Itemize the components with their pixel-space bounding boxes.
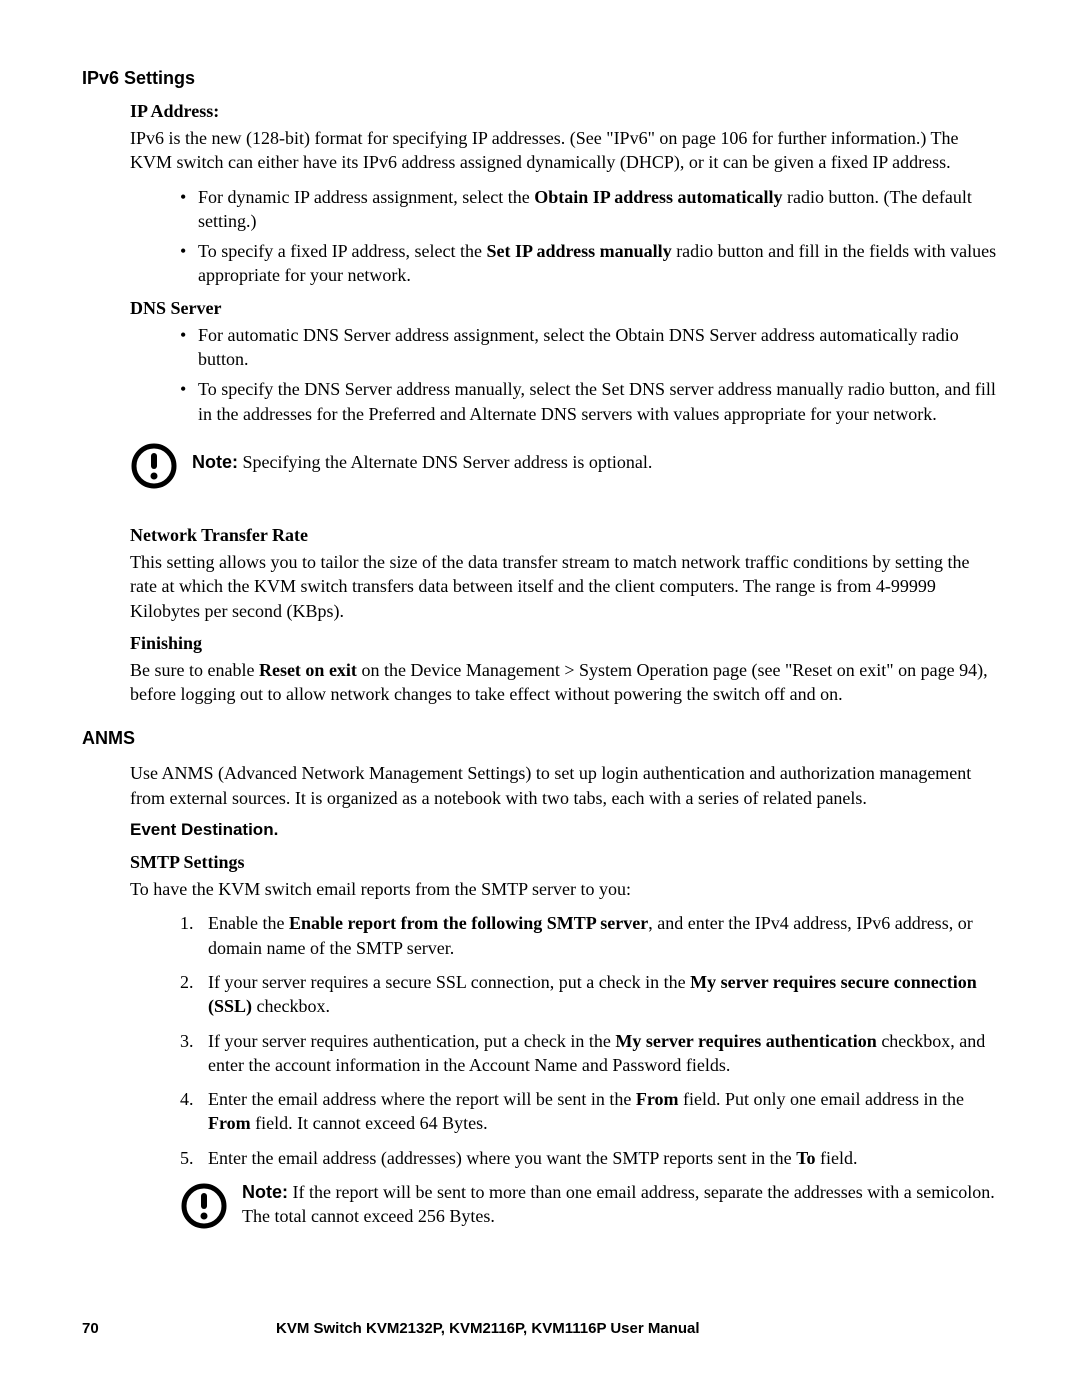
finishing-text: Be sure to enable Reset on exit on the D… [130,658,998,707]
note-prefix: Note: [192,452,238,472]
anms-intro: Use ANMS (Advanced Network Management Se… [130,761,998,810]
bold-part: My server requires authentication [615,1031,876,1051]
bold-part: Set IP address manually [486,241,671,261]
ntr-heading: Network Transfer Rate [130,525,998,546]
text-part: To specify a fixed IP address, select th… [198,241,486,261]
bold-part: From [636,1089,679,1109]
text-part: Be sure to enable [130,660,259,680]
smtp-step-4: Enter the email address where the report… [180,1087,998,1136]
smtp-intro: To have the KVM switch email reports fro… [130,877,998,901]
text-part: Enable the [208,913,289,933]
note-body: Specifying the Alternate DNS Server addr… [238,452,652,472]
footer-title: KVM Switch KVM2132P, KVM2116P, KVM1116P … [276,1320,700,1337]
note-dns: Note: Specifying the Alternate DNS Serve… [130,440,998,495]
smtp-settings-heading: SMTP Settings [130,852,998,873]
bold-part: From [208,1113,251,1133]
ntr-text: This setting allows you to tailor the si… [130,550,998,623]
text-part: If your server requires authentication, … [208,1031,615,1051]
text-part: Enter the email address (addresses) wher… [208,1148,796,1168]
bold-part: Enable report from the following SMTP se… [289,913,648,933]
text-part: checkbox. [252,996,330,1016]
dns-bullet-auto: For automatic DNS Server address assignm… [180,323,998,372]
text-part: field. Put only one email address in the [679,1089,964,1109]
bold-part: Reset on exit [259,660,357,680]
text-part: If your server requires a secure SSL con… [208,972,690,992]
warning-icon [180,1182,228,1235]
dns-server-heading: DNS Server [130,298,998,319]
anms-heading: ANMS [82,728,998,749]
smtp-step-1: Enable the Enable report from the follow… [180,911,998,960]
warning-icon [130,442,178,495]
smtp-step-2: If your server requires a secure SSL con… [180,970,998,1019]
text-part: field. [816,1148,858,1168]
event-destination-heading: Event Destination. [130,820,998,840]
dns-bullet-manual: To specify the DNS Server address manual… [180,377,998,426]
ip-address-heading: IP Address: [130,101,998,122]
page-number: 70 [82,1320,276,1337]
ipv6-intro: IPv6 is the new (128-bit) format for spe… [130,126,998,175]
text-part: Enter the email address where the report… [208,1089,636,1109]
bold-part: Obtain IP address automatically [534,187,782,207]
smtp-step-5: Enter the email address (addresses) wher… [180,1146,998,1170]
note-prefix: Note: [242,1182,288,1202]
note-smtp: Note: If the report will be sent to more… [180,1180,998,1235]
ipv6-bullet-dynamic: For dynamic IP address assignment, selec… [180,185,998,234]
bold-part: To [796,1148,815,1168]
finishing-heading: Finishing [130,633,998,654]
text-part: field. It cannot exceed 64 Bytes. [251,1113,488,1133]
text-part: For dynamic IP address assignment, selec… [198,187,534,207]
page-footer: 70 KVM Switch KVM2132P, KVM2116P, KVM111… [82,1320,998,1337]
smtp-step-3: If your server requires authentication, … [180,1029,998,1078]
ipv6-settings-heading: IPv6 Settings [82,68,998,89]
ipv6-bullet-fixed: To specify a fixed IP address, select th… [180,239,998,288]
note-body: If the report will be sent to more than … [242,1182,995,1226]
